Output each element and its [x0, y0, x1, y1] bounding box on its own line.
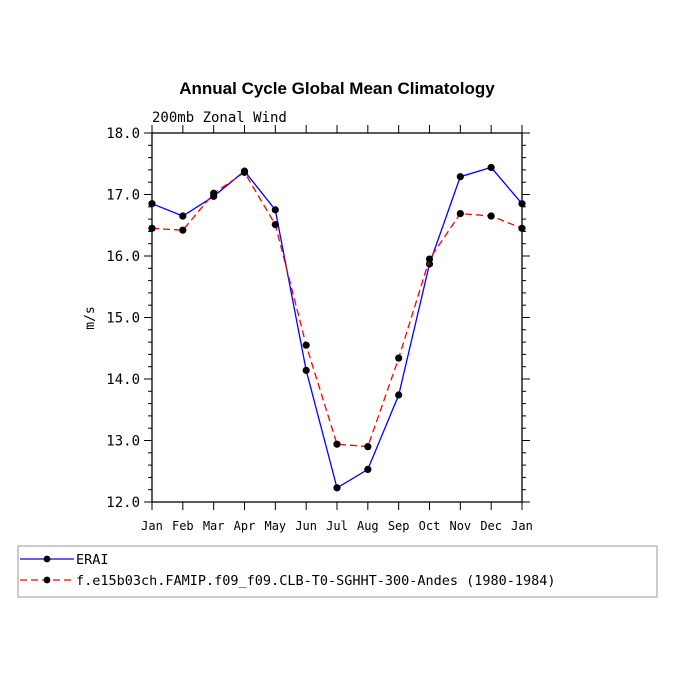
legend-marker [43, 555, 51, 563]
legend-item-2: f.e15b03ch.FAMIP.f09_f09.CLB-T0-SGHHT-30… [20, 573, 556, 589]
data-point [179, 212, 187, 220]
y-tick-label: 18.0 [106, 126, 140, 142]
y-tick-label: 13.0 [106, 434, 140, 450]
y-tick-label: 16.0 [106, 249, 140, 265]
x-tick-label: Jul [326, 519, 348, 533]
data-point [333, 440, 341, 448]
chart-title: Annual Cycle Global Mean Climatology [179, 79, 495, 98]
data-point [395, 391, 403, 399]
legend-item-1: ERAI [20, 552, 109, 568]
data-point [179, 226, 187, 234]
legend-label: ERAI [76, 552, 109, 568]
data-point [148, 200, 156, 208]
x-tick-label: Mar [203, 519, 225, 533]
x-tick-label: Dec [480, 519, 502, 533]
x-tick-label: Aug [357, 519, 379, 533]
data-point [364, 465, 372, 474]
y-tick-label: 12.0 [106, 495, 140, 511]
x-tick-label: Jan [141, 519, 163, 533]
data-point [518, 200, 526, 208]
data-point [302, 366, 310, 374]
data-point [240, 168, 249, 176]
y-tick-label: 15.0 [106, 311, 140, 327]
series-line [151, 166, 523, 489]
x-tick-label: Apr [234, 519, 256, 533]
data-point [333, 484, 341, 492]
data-point [425, 255, 434, 263]
x-tick-label: Nov [449, 519, 471, 533]
data-point [518, 224, 526, 232]
x-tick-label: Feb [172, 519, 194, 533]
series-layer [148, 163, 526, 492]
x-tick-label: Sep [388, 519, 410, 533]
legend-marker [43, 576, 51, 584]
series-line [151, 171, 523, 448]
series-2 [148, 168, 526, 451]
legend-box [17, 545, 658, 598]
y-tick-label: 17.0 [106, 188, 140, 204]
data-point [487, 212, 495, 220]
data-point [456, 173, 464, 181]
legend-label: f.e15b03ch.FAMIP.f09_f09.CLB-T0-SGHHT-30… [76, 573, 556, 589]
data-point [395, 354, 403, 362]
x-tick-label: Oct [419, 519, 441, 533]
data-point [487, 163, 495, 172]
y-axis-label: m/s [83, 306, 98, 329]
data-point [425, 260, 434, 268]
data-point [148, 224, 156, 232]
data-point [302, 341, 310, 349]
y-tick-label: 14.0 [106, 372, 140, 388]
legend: ERAI f.e15b03ch.FAMIP.f09_f09.CLB-T0-SGHH… [17, 545, 658, 598]
plot-axes: 12.0 13.0 14.0 15.0 16.0 17.0 18.0 Jan Feb Mar Apr… [106, 125, 533, 533]
x-tick-label: May [264, 519, 286, 533]
data-point [271, 221, 279, 229]
x-tick-label: Jun [295, 519, 317, 533]
x-tick-label: Jan [511, 519, 533, 533]
chart-subtitle: 200mb Zonal Wind [152, 110, 287, 126]
data-point [364, 443, 372, 451]
data-point [271, 206, 279, 214]
data-point [210, 189, 218, 197]
data-point [456, 209, 464, 218]
